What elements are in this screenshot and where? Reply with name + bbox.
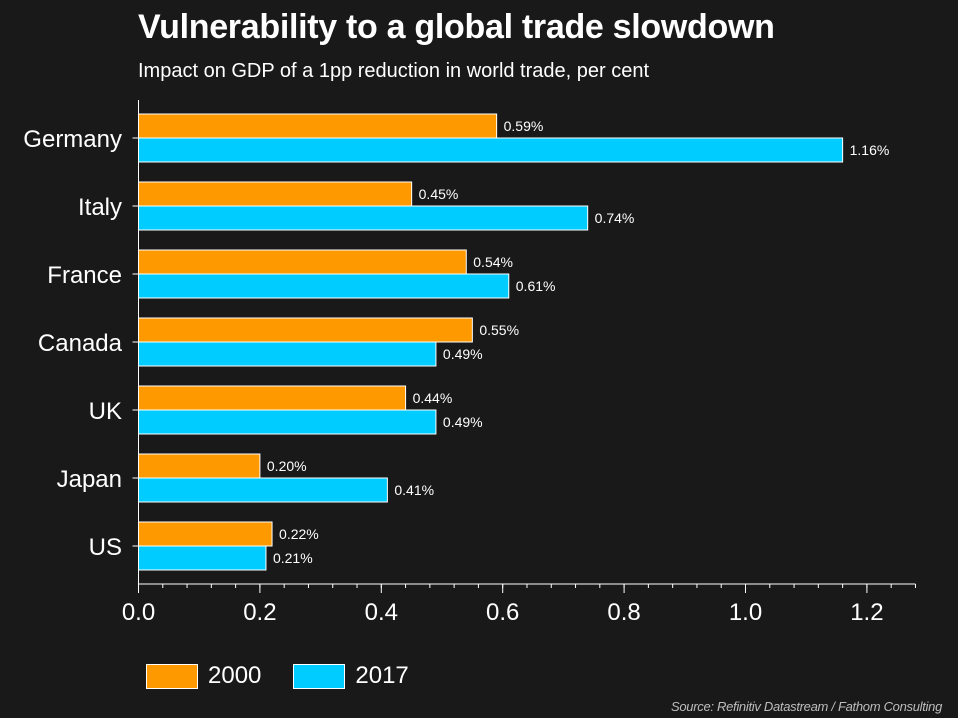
category-label-us: US xyxy=(89,534,122,561)
data-label: 0.49% xyxy=(443,414,483,430)
bar-2000-uk xyxy=(138,385,407,411)
legend-label-2017: 2017 xyxy=(355,662,409,689)
legend: 2000 2017 xyxy=(146,662,441,690)
bar-2017-us xyxy=(138,545,267,571)
category-label-uk: UK xyxy=(89,398,122,425)
data-label: 1.16% xyxy=(850,142,890,158)
legend-item-2000: 2000 xyxy=(146,662,261,690)
category-label-germany: Germany xyxy=(23,126,122,153)
category-label-japan: Japan xyxy=(57,466,122,493)
legend-item-2017: 2017 xyxy=(293,662,409,690)
data-label: 0.21% xyxy=(273,550,313,566)
category-label-france: France xyxy=(47,262,122,289)
bar-2017-italy xyxy=(138,205,589,231)
bar-2017-france xyxy=(138,273,510,299)
data-label: 0.59% xyxy=(504,118,544,134)
source-note: Source: Refinitiv Datastream / Fathom Co… xyxy=(671,699,942,714)
data-label: 0.20% xyxy=(267,458,307,474)
bar-2000-japan xyxy=(138,453,261,479)
category-label-italy: Italy xyxy=(78,194,122,221)
bar-2017-uk xyxy=(138,409,437,435)
x-tick-label: 0.6 xyxy=(486,599,519,626)
data-label: 0.41% xyxy=(394,482,434,498)
data-label: 0.22% xyxy=(279,526,319,542)
x-tick-label: 0.2 xyxy=(243,599,276,626)
legend-swatch-2017 xyxy=(293,663,346,689)
category-label-canada: Canada xyxy=(38,330,123,357)
chart-title: Vulnerability to a global trade slowdown xyxy=(138,8,775,46)
x-tick-label: 0.4 xyxy=(365,599,398,626)
data-label: 0.49% xyxy=(443,346,483,362)
bar-2000-france xyxy=(138,249,467,275)
bar-2017-canada xyxy=(138,341,437,367)
legend-label-2000: 2000 xyxy=(208,662,262,689)
data-label: 0.45% xyxy=(419,186,459,202)
x-tick-label: 1.0 xyxy=(729,599,762,626)
chart-subtitle: Impact on GDP of a 1pp reduction in worl… xyxy=(138,60,650,82)
data-label: 0.55% xyxy=(479,322,519,338)
data-label: 0.74% xyxy=(595,210,635,226)
bar-2000-germany xyxy=(138,113,498,139)
bar-2000-italy xyxy=(138,181,413,207)
bar-2017-germany xyxy=(138,137,844,163)
x-tick-label: 1.2 xyxy=(850,599,883,626)
legend-swatch-2000 xyxy=(146,663,198,689)
bar-2000-canada xyxy=(138,317,473,343)
bar-2000-us xyxy=(138,521,273,547)
x-tick-label: 0.0 xyxy=(122,599,155,626)
data-label: 0.44% xyxy=(413,390,453,406)
x-tick-label: 0.8 xyxy=(607,599,640,626)
data-label: 0.61% xyxy=(516,278,556,294)
bar-2017-japan xyxy=(138,477,388,503)
data-label: 0.54% xyxy=(473,254,513,270)
